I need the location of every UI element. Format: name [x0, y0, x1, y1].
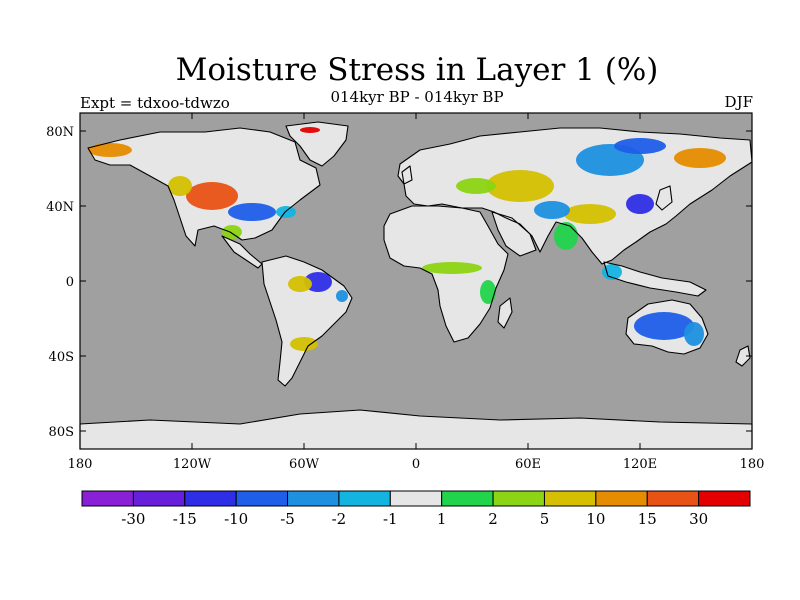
colorbar-box	[82, 491, 133, 506]
x-tick-label: 120W	[173, 457, 212, 472]
anomaly-central-asia	[534, 201, 570, 219]
colorbar-box	[185, 491, 236, 506]
x-tick-label: 120E	[623, 457, 657, 472]
colorbar-box	[133, 491, 184, 506]
x-tick-label: 60W	[289, 457, 320, 472]
colorbar-label: 10	[586, 510, 605, 528]
anomaly-siberia-east	[674, 148, 726, 168]
anomaly-east-europe	[456, 178, 496, 194]
anomaly-north-america-west	[186, 182, 238, 210]
y-tick-label: 80N	[46, 125, 74, 140]
colorbar-label: -2	[332, 510, 347, 528]
anomaly-siberia-north	[614, 138, 666, 154]
anomaly-india	[554, 222, 578, 250]
y-tick-label: 0	[66, 275, 74, 290]
colorbar-box	[236, 491, 287, 506]
colorbar-label: -30	[121, 510, 145, 528]
anomaly-sahel	[422, 262, 482, 274]
colorbar-box	[339, 491, 390, 506]
x-tick-label: 0	[412, 457, 420, 472]
y-tick-label: 40N	[46, 200, 74, 215]
colorbar-label: -5	[280, 510, 295, 528]
x-tick-label: 180	[68, 457, 93, 472]
colorbar-label: 2	[488, 510, 498, 528]
colorbar-box	[493, 491, 544, 506]
colorbar-box	[544, 491, 595, 506]
anomaly-north-america-east-2	[276, 206, 296, 218]
colorbar-box	[288, 491, 339, 506]
x-tick-label: 60E	[515, 457, 541, 472]
colorbar-label: 1	[437, 510, 447, 528]
colorbar-label: 30	[689, 510, 708, 528]
anomaly-greenland	[300, 127, 320, 133]
y-tick-label: 80S	[49, 425, 74, 440]
anomaly-east-africa	[480, 280, 496, 304]
x-tick-label: 180	[740, 457, 765, 472]
anomaly-north-america-east	[228, 203, 276, 221]
colorbar-box	[442, 491, 493, 506]
colorbar	[82, 491, 750, 506]
anomaly-east-asia	[626, 194, 654, 214]
anomaly-tibet	[564, 204, 616, 224]
colorbar-label: -1	[383, 510, 398, 528]
anomaly-alaska	[88, 143, 132, 157]
colorbar-box	[596, 491, 647, 506]
colorbar-labels: -30 -15 -10 -5 -2 -1 1 2 5 10 15 30	[121, 510, 708, 528]
map-plot	[80, 113, 752, 449]
anomaly-australia-east	[684, 322, 704, 346]
colorbar-box	[647, 491, 698, 506]
colorbar-label: 15	[638, 510, 657, 528]
colorbar-box	[390, 491, 441, 506]
anomaly-brazil-east	[336, 290, 348, 302]
colorbar-label: -15	[173, 510, 197, 528]
anomaly-argentina	[290, 337, 318, 351]
colorbar-label: -10	[224, 510, 248, 528]
anomaly-siberia-west	[486, 170, 554, 202]
colorbar-box	[699, 491, 750, 506]
anomaly-canada	[168, 176, 192, 196]
anomaly-amazon-ring	[288, 276, 312, 292]
y-tick-label: 40S	[49, 350, 74, 365]
colorbar-label: 5	[540, 510, 550, 528]
